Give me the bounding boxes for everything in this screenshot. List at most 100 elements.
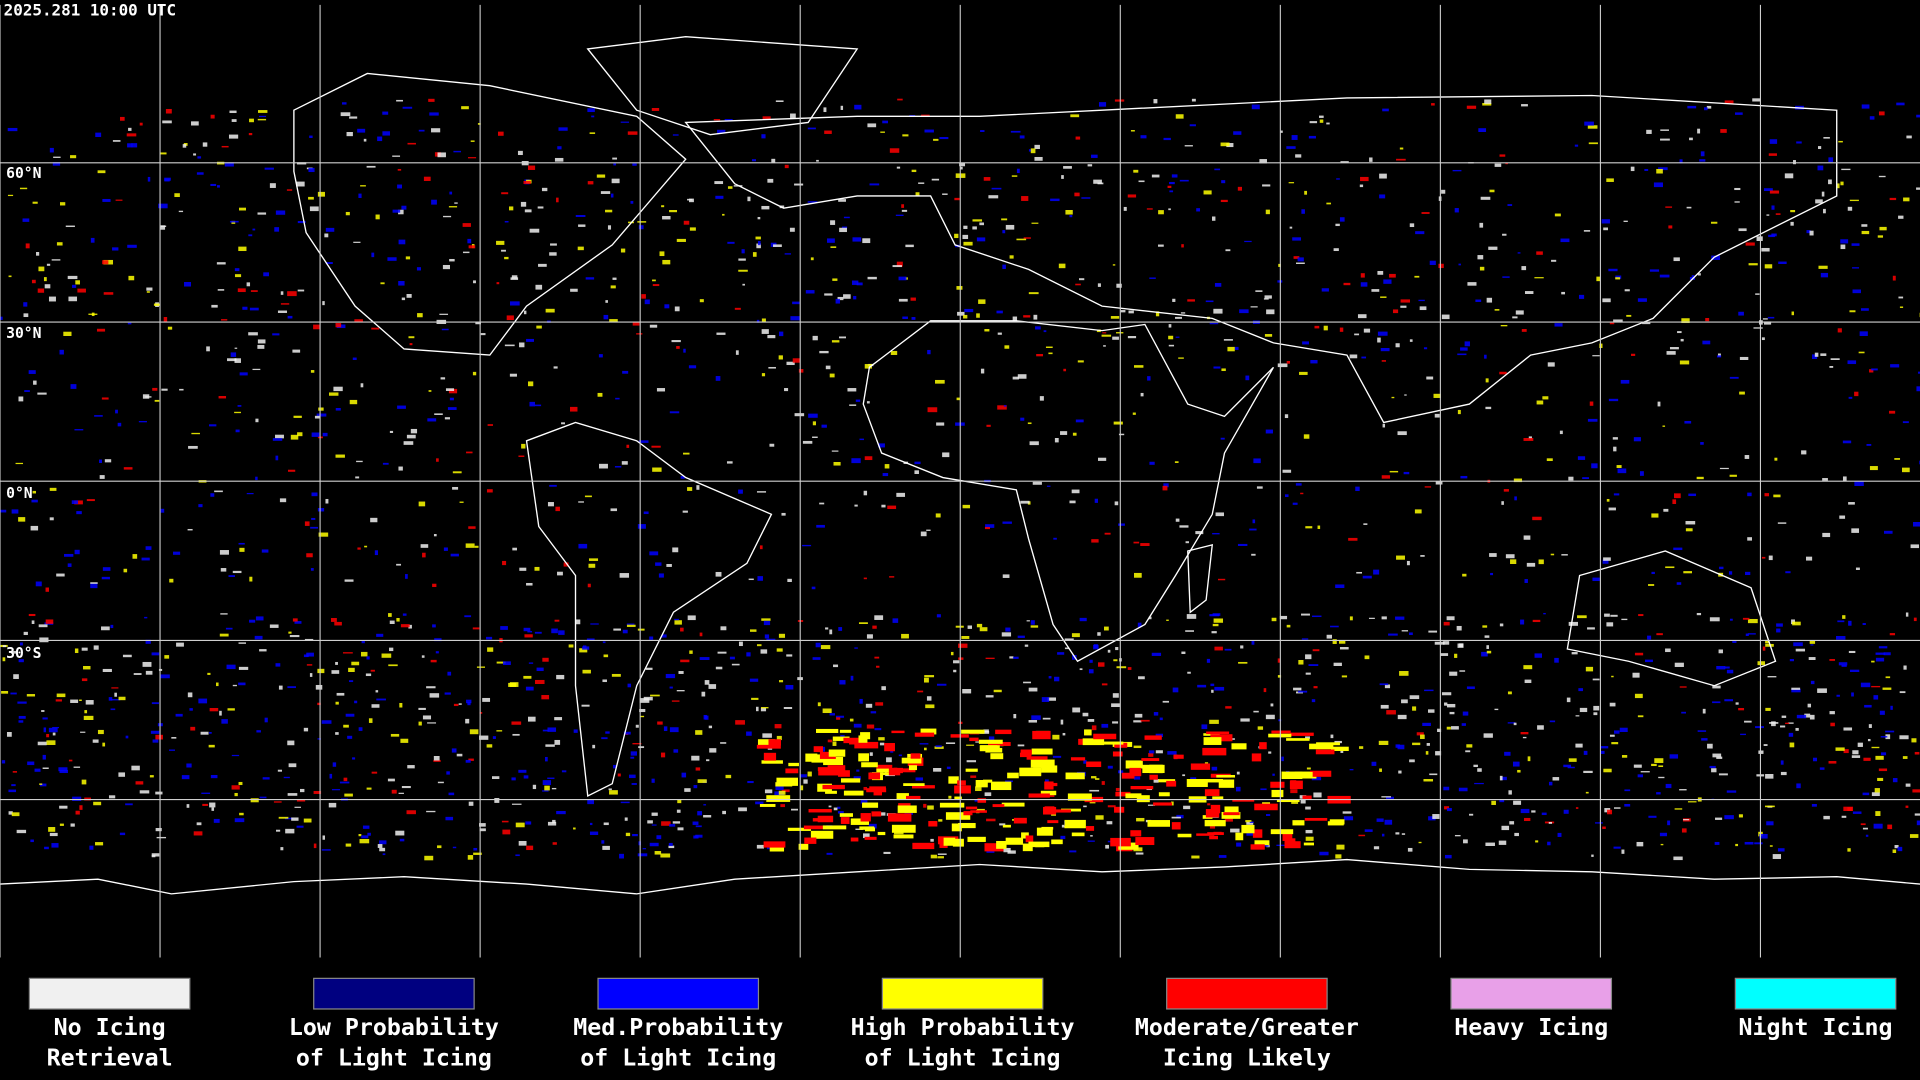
speckle: [523, 775, 529, 779]
speckle: [1716, 756, 1723, 759]
speckle: [187, 692, 193, 698]
speckle: [473, 847, 478, 851]
speckle: [102, 567, 111, 571]
speckle: [1205, 300, 1214, 303]
speckle: [545, 308, 555, 313]
speckle: [1600, 750, 1605, 754]
speckle: [284, 817, 294, 820]
speckle: [1683, 819, 1690, 821]
speckle: [440, 377, 446, 380]
speckle: [918, 182, 925, 184]
speckle: [229, 220, 239, 223]
speckle: [1614, 807, 1621, 809]
speckle: [335, 661, 338, 665]
speckle: [1286, 738, 1310, 741]
speckle: [554, 739, 561, 745]
speckle: [823, 107, 827, 113]
speckle: [1137, 622, 1142, 628]
speckle: [275, 434, 284, 439]
speckle: [1051, 839, 1063, 845]
speckle: [1231, 743, 1247, 750]
speckle: [1894, 845, 1899, 849]
speckle: [1335, 223, 1340, 227]
speckle: [8, 275, 12, 278]
speckle: [1245, 375, 1250, 381]
speckle: [965, 806, 978, 810]
speckle: [561, 770, 567, 773]
speckle: [1674, 808, 1683, 810]
speckle: [179, 388, 184, 391]
speckle: [1851, 528, 1860, 533]
speckle: [627, 683, 631, 688]
speckle: [331, 789, 341, 791]
speckle: [1550, 553, 1555, 556]
speckle: [56, 573, 65, 577]
speckle: [1121, 772, 1135, 779]
speckle: [687, 615, 696, 621]
speckle: [1883, 652, 1891, 656]
speckle: [1419, 306, 1427, 311]
speckle: [376, 698, 386, 701]
speckle: [1292, 820, 1305, 826]
speckle: [202, 142, 208, 147]
speckle: [985, 695, 994, 698]
speckle: [64, 553, 74, 557]
speckle: [1765, 639, 1770, 644]
speckle: [74, 429, 84, 431]
speckle: [1114, 99, 1125, 102]
speckle: [763, 620, 771, 626]
speckle: [382, 131, 390, 136]
speckle: [324, 233, 329, 238]
speckle: [746, 652, 751, 657]
speckle: [1460, 475, 1468, 479]
speckle: [1036, 827, 1053, 836]
speckle: [1747, 618, 1758, 624]
speckle: [1305, 836, 1314, 841]
speckle: [1697, 730, 1707, 732]
speckle: [422, 552, 426, 558]
speckle: [939, 137, 949, 140]
speckle: [1823, 815, 1830, 820]
speckle: [1863, 757, 1871, 761]
speckle: [1849, 199, 1859, 202]
speckle: [325, 227, 335, 232]
speckle: [1869, 466, 1878, 471]
speckle: [257, 212, 267, 215]
speckle: [13, 674, 19, 679]
speckle: [1230, 828, 1240, 833]
speckle: [405, 574, 408, 579]
speckle: [1197, 684, 1207, 688]
speckle: [1300, 798, 1306, 804]
speckle: [1808, 657, 1816, 660]
speckle: [676, 809, 681, 813]
speckle: [400, 624, 410, 628]
speckle: [785, 684, 794, 690]
speckle: [1843, 727, 1853, 731]
speckle: [1289, 780, 1303, 790]
speckle: [1171, 174, 1178, 178]
speckle: [1715, 817, 1723, 820]
speckle: [1875, 811, 1881, 816]
speckle: [479, 828, 486, 832]
speckle: [803, 779, 808, 784]
speckle: [1842, 440, 1852, 444]
speckle: [756, 491, 767, 493]
speckle: [839, 729, 852, 733]
speckle: [1170, 801, 1174, 806]
speckle: [1271, 730, 1291, 734]
speckle: [1897, 846, 1903, 852]
speckle: [656, 388, 666, 392]
speckle: [1790, 210, 1796, 213]
speckle: [1277, 675, 1282, 678]
speckle: [252, 228, 256, 231]
speckle: [239, 547, 245, 552]
speckle: [1712, 701, 1721, 704]
speckle: [1339, 647, 1349, 650]
speckle: [986, 424, 991, 427]
speckle: [103, 292, 114, 295]
speckle: [1665, 206, 1673, 208]
speckle: [639, 698, 650, 703]
speckle: [1852, 289, 1861, 294]
speckle: [1116, 332, 1124, 334]
speckle: [1514, 496, 1517, 501]
